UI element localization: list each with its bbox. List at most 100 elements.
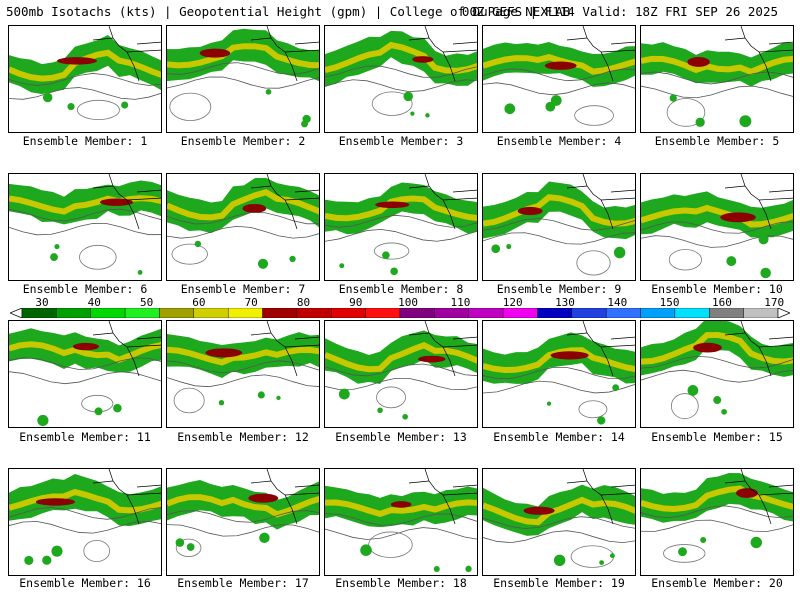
colorbar-labels: 30 40 50 60 70 80 90 100 110 120 130 140 150 160 170 xyxy=(0,296,800,309)
isotach-blob xyxy=(382,251,390,259)
member-caption: Ensemble Member: 14 xyxy=(493,430,625,444)
member-caption: Ensemble Member: 5 xyxy=(654,134,780,148)
ensemble-map-panel xyxy=(482,468,636,576)
coastline xyxy=(566,174,635,230)
isotach-blob xyxy=(402,413,408,420)
jet-core xyxy=(167,188,319,221)
height-contour xyxy=(171,243,208,265)
colorbar-swatch xyxy=(468,308,504,318)
jet-stream-map xyxy=(9,174,161,275)
isotach-blob xyxy=(613,246,626,259)
colorbar-tick-label: 130 xyxy=(555,296,575,309)
isotach-blob xyxy=(54,243,60,250)
ensemble-map-panel xyxy=(640,468,794,576)
jet-maximum xyxy=(412,56,434,63)
isotach-blob xyxy=(194,240,202,248)
colorbar-swatch xyxy=(124,308,160,318)
member-caption: Ensemble Member: 18 xyxy=(335,576,467,590)
height-contour xyxy=(79,244,117,270)
jet-core xyxy=(325,342,477,373)
colorbar-swatch xyxy=(193,308,229,318)
jet-core xyxy=(9,195,161,215)
colorbar-tick-label: 150 xyxy=(659,296,680,309)
height-contour xyxy=(483,218,635,231)
isotach-blob xyxy=(390,267,398,276)
isotach-blob xyxy=(739,115,752,128)
coastline xyxy=(250,469,319,525)
colorbar-tick-label: 120 xyxy=(502,296,523,309)
coastline xyxy=(566,469,635,525)
height-contour xyxy=(641,85,793,99)
jet-stream-map xyxy=(483,174,635,276)
jet-stream-map xyxy=(325,26,477,118)
jet-core xyxy=(167,494,319,518)
member-caption: Ensemble Member: 3 xyxy=(338,134,464,148)
colorbar-tick-label: 30 xyxy=(35,296,49,309)
isotach-blob xyxy=(377,407,383,414)
member-caption: Ensemble Member: 16 xyxy=(19,576,151,590)
coastline xyxy=(724,174,793,230)
height-contour xyxy=(483,68,635,82)
colorbar-arrow-left xyxy=(10,308,23,318)
header-title: 500mb Isotachs (kts) | Geopotential Heig… xyxy=(6,4,571,19)
colorbar-swatch xyxy=(159,308,195,318)
height-contour xyxy=(167,76,319,89)
jet-maximum xyxy=(687,57,710,67)
colorbar-swatch xyxy=(56,308,91,318)
height-contour xyxy=(483,232,635,245)
coastline xyxy=(92,469,161,525)
coastline xyxy=(250,321,319,377)
colorbar-tick-label: 80 xyxy=(296,296,311,309)
height-contour xyxy=(376,386,406,409)
isotach-blob xyxy=(669,94,677,102)
jet-maximum xyxy=(544,61,577,70)
member-caption: Ensemble Member: 13 xyxy=(335,430,467,444)
coastline xyxy=(724,26,793,82)
height-contour xyxy=(9,506,161,520)
ensemble-map-panel xyxy=(324,320,478,428)
colorbar-tick-label: 70 xyxy=(244,296,258,309)
isotach-blob xyxy=(42,92,53,103)
height-contour xyxy=(167,225,319,239)
colorbar-tick-label: 170 xyxy=(764,296,785,309)
height-contour xyxy=(9,222,161,236)
height-contour xyxy=(641,519,793,532)
jet-maximum xyxy=(375,201,410,209)
isotach-blob xyxy=(24,555,34,566)
isotach-blob xyxy=(758,234,769,245)
colorbar-swatch xyxy=(331,308,366,318)
jet-stream-map xyxy=(483,321,635,425)
jet-core xyxy=(641,55,793,75)
isotach-blob xyxy=(504,103,516,115)
isotach-blob xyxy=(713,396,722,405)
member-caption: Ensemble Member: 11 xyxy=(19,430,151,444)
height-contour xyxy=(641,369,793,383)
member-caption: Ensemble Member: 8 xyxy=(338,282,464,296)
height-contour xyxy=(9,73,161,86)
height-contour xyxy=(167,212,319,225)
ensemble-map-panel xyxy=(166,25,320,133)
height-contour xyxy=(570,545,615,568)
isotach-blob xyxy=(599,560,604,565)
height-contour xyxy=(167,524,319,537)
jet-maximum xyxy=(35,498,76,506)
height-contour xyxy=(325,65,477,78)
jet-maximum xyxy=(523,506,555,515)
height-contour xyxy=(83,539,111,562)
isotach-band xyxy=(325,182,477,235)
ensemble-map-panel xyxy=(640,25,794,133)
ensemble-map-panel xyxy=(8,320,162,428)
coastline xyxy=(408,321,477,377)
height-contour xyxy=(373,242,410,260)
isotach-blob xyxy=(257,258,269,269)
colorbar-swatch xyxy=(262,308,298,318)
ensemble-map-panel xyxy=(482,320,636,428)
height-contour xyxy=(167,510,319,523)
colorbar-tick-label: 50 xyxy=(139,296,154,309)
isotach-blob xyxy=(546,401,552,406)
isotach-blob xyxy=(553,554,566,567)
jet-core xyxy=(9,341,161,364)
jet-maximum xyxy=(736,488,758,498)
height-contour xyxy=(576,250,611,276)
coastline xyxy=(250,26,319,82)
